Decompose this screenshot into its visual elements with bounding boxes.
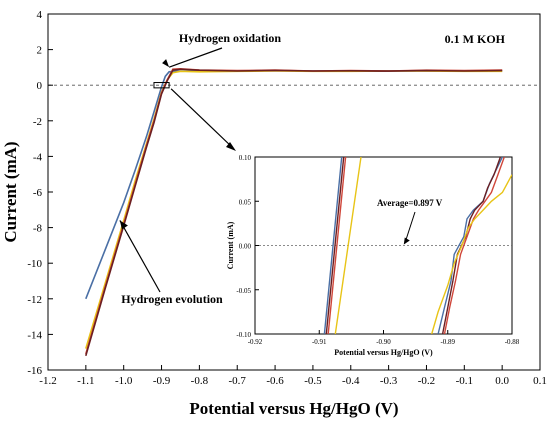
y-tick-label: 2 — [37, 45, 43, 57]
inset-series-line-3 — [327, 157, 347, 334]
y-tick-label: -16 — [27, 365, 42, 377]
inset-y-tick-label: 0.05 — [239, 198, 252, 206]
y-tick-label: 0 — [37, 80, 43, 92]
y-tick-label: -6 — [33, 187, 43, 199]
electrolyte-label: 0.1 M KOH — [445, 32, 506, 46]
inset-x-tick-label: -0.91 — [312, 338, 327, 346]
y-tick-label: -10 — [27, 258, 42, 270]
x-tick-label: 0.1 — [533, 375, 547, 387]
inset-series-group — [323, 157, 512, 334]
hydrogen-evolution-arrow — [119, 220, 161, 293]
inset-x-tick-label: -0.90 — [376, 338, 391, 346]
average-potential-arrow — [404, 211, 416, 244]
x-axis-label: Potential versus Hg/HgO (V) — [189, 399, 398, 418]
inset-series-line-8 — [431, 174, 512, 334]
y-axis-label: Current (mA) — [1, 141, 20, 242]
x-tick-label: -0.7 — [229, 375, 247, 387]
y-tick-label: -14 — [27, 329, 42, 341]
x-tick-label: -1.1 — [77, 375, 94, 387]
average-potential-label: Average=0.897 V — [377, 198, 443, 208]
y-tick-label: -12 — [27, 294, 42, 306]
inset-series-line-1 — [323, 157, 343, 334]
x-tick-label: -0.2 — [418, 375, 435, 387]
x-tick-label: -0.1 — [456, 375, 473, 387]
inset-x-axis-label: Potential versus Hg/HgO (V) — [334, 348, 433, 357]
inset-y-tick-label: 0.00 — [239, 243, 252, 251]
inset-series-line-6 — [441, 157, 502, 334]
zoom-pointer-arrow — [170, 88, 234, 149]
x-tick-label: -0.5 — [304, 375, 322, 387]
inset-plot: -0.92 -0.91 -0.90 -0.89 -0.88 0.10 0.05 0.00 -0.… — [226, 154, 520, 357]
hydrogen-oxidation-arrowhead — [162, 59, 170, 68]
hydrogen-evolution-arrowhead — [119, 220, 128, 230]
hydrogen-evolution-label: Hydrogen evolution — [121, 292, 223, 306]
inset-y-tick-label: 0.10 — [239, 154, 252, 162]
inset-y-tick-label: -0.05 — [236, 287, 251, 295]
x-tick-label: -0.3 — [380, 375, 398, 387]
zoom-pointer-arrowhead — [226, 142, 236, 151]
x-tick-label: -1.0 — [115, 375, 133, 387]
x-tick-label: -0.8 — [191, 375, 209, 387]
inset-series-line-2 — [325, 157, 345, 334]
average-potential-arrowhead — [403, 237, 410, 245]
y-tick-label: -4 — [33, 151, 43, 163]
inset-x-tick-label: -0.92 — [248, 338, 263, 346]
hydrogen-oxidation-arrow — [168, 47, 223, 68]
inset-y-axis-label: Current (mA) — [226, 221, 235, 269]
hydrogen-oxidation-label: Hydrogen oxidation — [179, 31, 281, 45]
y-tick-label: -8 — [33, 223, 43, 235]
zoom-box — [153, 82, 170, 89]
inset-series-line-4 — [334, 157, 362, 334]
inset-x-tick-label: -0.89 — [440, 338, 455, 346]
x-tick-label: 0.0 — [495, 375, 509, 387]
x-tick-label: -0.6 — [266, 375, 284, 387]
x-tick-label: -1.2 — [39, 375, 56, 387]
y-tick-label: 4 — [37, 9, 43, 21]
inset-y-tick-label: -0.10 — [236, 331, 251, 339]
main-series-line-4 — [85, 68, 503, 357]
inset-series-line-7 — [443, 157, 505, 334]
inset-x-tick-label: -0.88 — [505, 338, 520, 346]
x-tick-label: -0.9 — [153, 375, 171, 387]
x-tick-label: -0.4 — [342, 375, 360, 387]
y-tick-label: -2 — [33, 116, 42, 128]
